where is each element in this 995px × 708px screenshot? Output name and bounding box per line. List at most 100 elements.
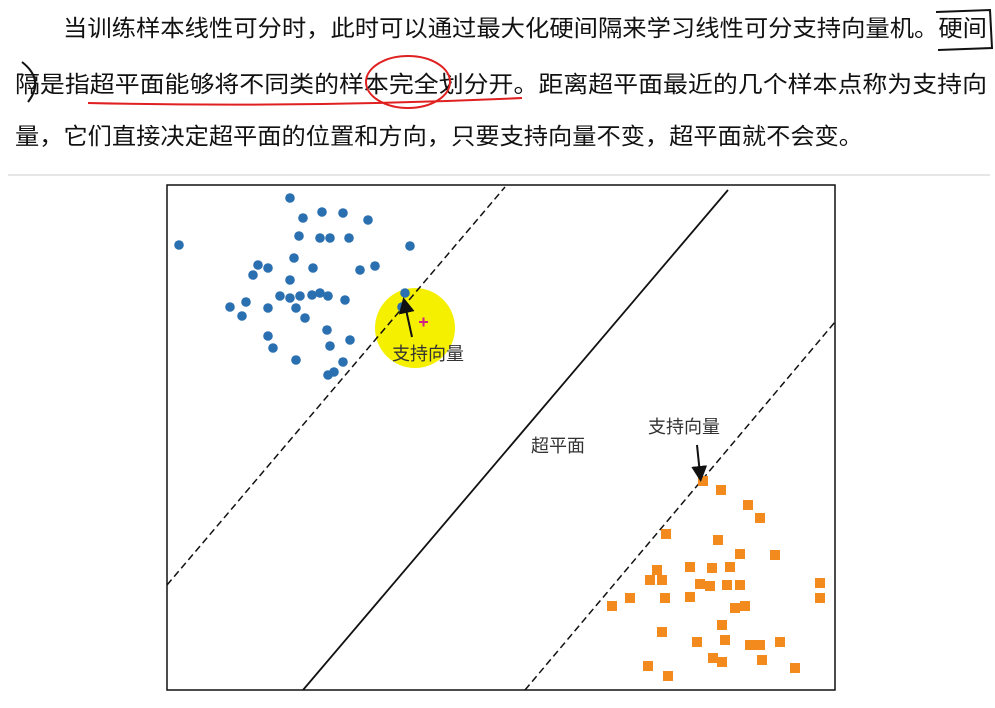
blue-point <box>268 343 278 353</box>
margin-line <box>524 321 836 691</box>
orange-point <box>713 535 723 545</box>
label: 超平面 <box>531 436 585 457</box>
orange-point <box>770 550 780 560</box>
arrow <box>691 444 708 482</box>
cursor-mark <box>419 317 428 327</box>
blue-point <box>323 291 333 301</box>
blue-point <box>285 193 295 203</box>
orange-point <box>657 627 667 637</box>
blue-point <box>325 341 335 351</box>
blue-point <box>291 303 301 313</box>
orange-point <box>652 565 662 575</box>
blue-point <box>295 291 305 301</box>
orange-point <box>698 476 708 486</box>
annotation-bracket <box>935 8 994 51</box>
orange-point <box>625 593 635 603</box>
blue-point <box>338 208 348 218</box>
label: 支持向量 <box>392 344 464 365</box>
orange-point <box>705 581 715 591</box>
label: 支持向量 <box>648 417 720 438</box>
annotation-bracket <box>21 61 37 103</box>
blue-point <box>174 240 184 250</box>
orange-point <box>735 549 745 559</box>
orange-point <box>708 653 718 663</box>
orange-point <box>775 637 785 647</box>
blue-point <box>315 233 325 243</box>
blue-point <box>298 213 308 223</box>
orange-point <box>735 580 745 590</box>
blue-point <box>253 260 263 270</box>
blue-point <box>344 233 354 243</box>
orange-point <box>743 500 753 510</box>
blue-point <box>307 290 317 300</box>
blue-point <box>325 233 335 243</box>
orange-point <box>717 620 727 630</box>
orange-point <box>685 562 695 572</box>
blue-point <box>225 302 235 312</box>
orange-point <box>815 593 825 603</box>
arrow <box>398 297 415 338</box>
blue-point <box>285 293 295 303</box>
svm-figure <box>166 184 836 691</box>
orange-point <box>722 580 732 590</box>
blue-point <box>400 288 410 298</box>
blue-point <box>323 370 333 380</box>
blue-point <box>263 303 273 313</box>
blue-point <box>355 265 365 275</box>
blue-point <box>289 253 299 263</box>
annotation-circle <box>365 55 451 109</box>
figure-frame <box>166 184 836 691</box>
orange-point <box>643 661 653 671</box>
paragraph-line: 隔是指超平面能够将不同类的样本完全划分开。距离超平面最近的几个样本点称为支持向 <box>15 72 987 98</box>
orange-point <box>720 635 730 645</box>
blue-point <box>285 275 295 285</box>
annotation-underline <box>87 97 523 106</box>
blue-point <box>291 355 301 365</box>
orange-point <box>716 485 726 495</box>
orange-point <box>755 640 765 650</box>
blue-point <box>315 288 325 298</box>
blue-point <box>275 291 285 301</box>
blue-point <box>370 261 380 271</box>
blue-point <box>300 313 310 323</box>
blue-point <box>241 297 251 307</box>
orange-point <box>755 513 765 523</box>
orange-point <box>692 637 702 647</box>
orange-point <box>730 603 740 613</box>
margin-line <box>166 186 506 586</box>
orange-point <box>757 655 767 665</box>
blue-point <box>322 325 332 335</box>
blue-point <box>363 215 373 225</box>
orange-point <box>707 563 717 573</box>
blue-point <box>340 295 350 305</box>
orange-point <box>660 593 670 603</box>
orange-point <box>661 529 671 539</box>
orange-point <box>725 562 735 572</box>
orange-point <box>663 671 673 681</box>
orange-point <box>657 575 667 585</box>
blue-point <box>263 263 273 273</box>
highlight <box>375 288 455 368</box>
blue-point <box>338 357 348 367</box>
orange-point <box>607 601 617 611</box>
orange-point <box>685 592 695 602</box>
blue-point <box>345 335 355 345</box>
orange-point <box>645 575 655 585</box>
blue-point <box>308 263 318 273</box>
blue-point <box>263 331 273 341</box>
paragraph-line: 量，它们直接决定超平面的位置和方向，只要支持向量不变，超平面就不会变。 <box>15 124 863 150</box>
hyperplane-line <box>302 189 729 691</box>
blue-point <box>405 241 415 251</box>
orange-point <box>695 579 705 589</box>
blue-point <box>248 270 258 280</box>
orange-point <box>717 657 727 667</box>
blue-point <box>294 231 304 241</box>
orange-point <box>815 578 825 588</box>
blue-point <box>237 311 247 321</box>
orange-point <box>745 640 755 650</box>
orange-point <box>740 601 750 611</box>
paragraph-line: 当训练样本线性可分时，此时可以通过最大化硬间隔来学习线性可分支持向量机。硬间 <box>63 16 987 42</box>
orange-point <box>790 663 800 673</box>
blue-point <box>317 207 327 217</box>
